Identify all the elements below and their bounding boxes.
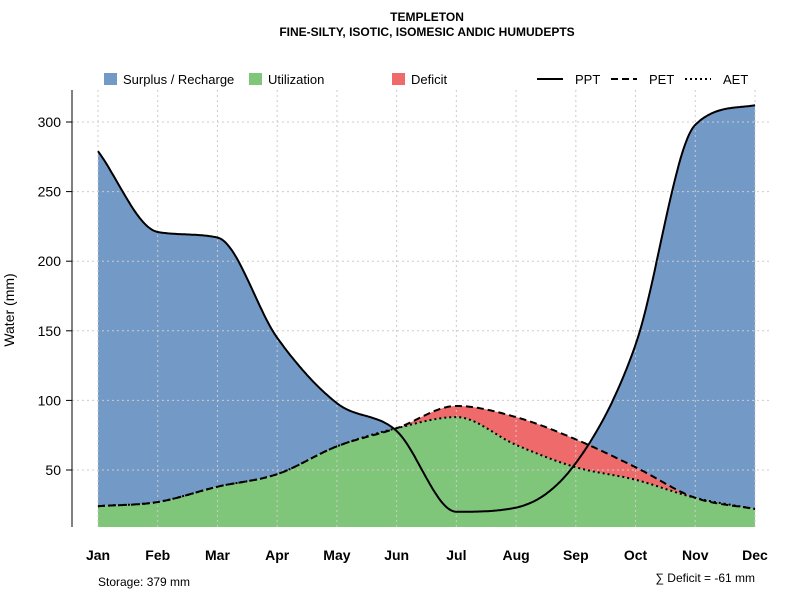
legend-label-ppt: PPT <box>575 72 600 87</box>
legend-label-aet: AET <box>723 72 748 87</box>
y-tick-100: 100 <box>38 392 62 408</box>
storage-note: Storage: 379 mm <box>98 575 190 589</box>
pet-line <box>97 405 756 510</box>
ppt-line <box>97 104 756 513</box>
x-tick-jun: Jun <box>384 547 409 563</box>
y-tick-300: 300 <box>38 114 62 130</box>
x-tick-may: May <box>323 547 350 563</box>
line-layer <box>97 104 756 513</box>
legend-swatch-surplus <box>104 73 117 85</box>
x-tick-mar: Mar <box>205 547 230 563</box>
x-tick-oct: Oct <box>624 547 648 563</box>
deficit-note: ∑ Deficit = -61 mm <box>655 571 755 585</box>
y-tick-250: 250 <box>38 184 62 200</box>
x-tick-jul: Jul <box>446 547 466 563</box>
y-axis-label: Water (mm) <box>1 273 17 346</box>
y-tick-labels: 50 100 150 200 250 300 <box>38 114 62 478</box>
legend-swatch-utilization <box>249 73 262 85</box>
x-tick-labels: Jan Feb Mar Apr May Jun Jul Aug Sep Oct Nov Dec <box>86 547 768 563</box>
legend-label-utilization: Utilization <box>268 72 324 87</box>
y-tick-150: 150 <box>38 323 62 339</box>
grid-layer <box>72 89 770 527</box>
x-tick-jan: Jan <box>86 547 110 563</box>
surplus-area <box>98 105 755 510</box>
chart-title: TEMPLETON <box>390 10 464 24</box>
legend-label-pet: PET <box>649 72 674 87</box>
legend-swatch-deficit <box>392 73 405 85</box>
x-tick-dec: Dec <box>742 547 768 563</box>
x-tick-aug: Aug <box>502 547 529 563</box>
legend-label-surplus: Surplus / Recharge <box>123 72 234 87</box>
utilization-area <box>98 417 755 527</box>
y-tick-50: 50 <box>45 462 61 478</box>
area-layer <box>98 105 755 527</box>
legend-label-deficit: Deficit <box>411 72 448 87</box>
x-tick-sep: Sep <box>563 547 589 563</box>
x-tick-feb: Feb <box>145 547 170 563</box>
y-tick-200: 200 <box>38 253 62 269</box>
legend: Surplus / Recharge Utilization Deficit P… <box>104 72 748 87</box>
x-tick-apr: Apr <box>265 547 290 563</box>
chart-subtitle: FINE-SILTY, ISOTIC, ISOMESIC ANDIC HUMUD… <box>279 25 574 39</box>
x-tick-nov: Nov <box>682 547 709 563</box>
axes-layer <box>66 90 73 527</box>
